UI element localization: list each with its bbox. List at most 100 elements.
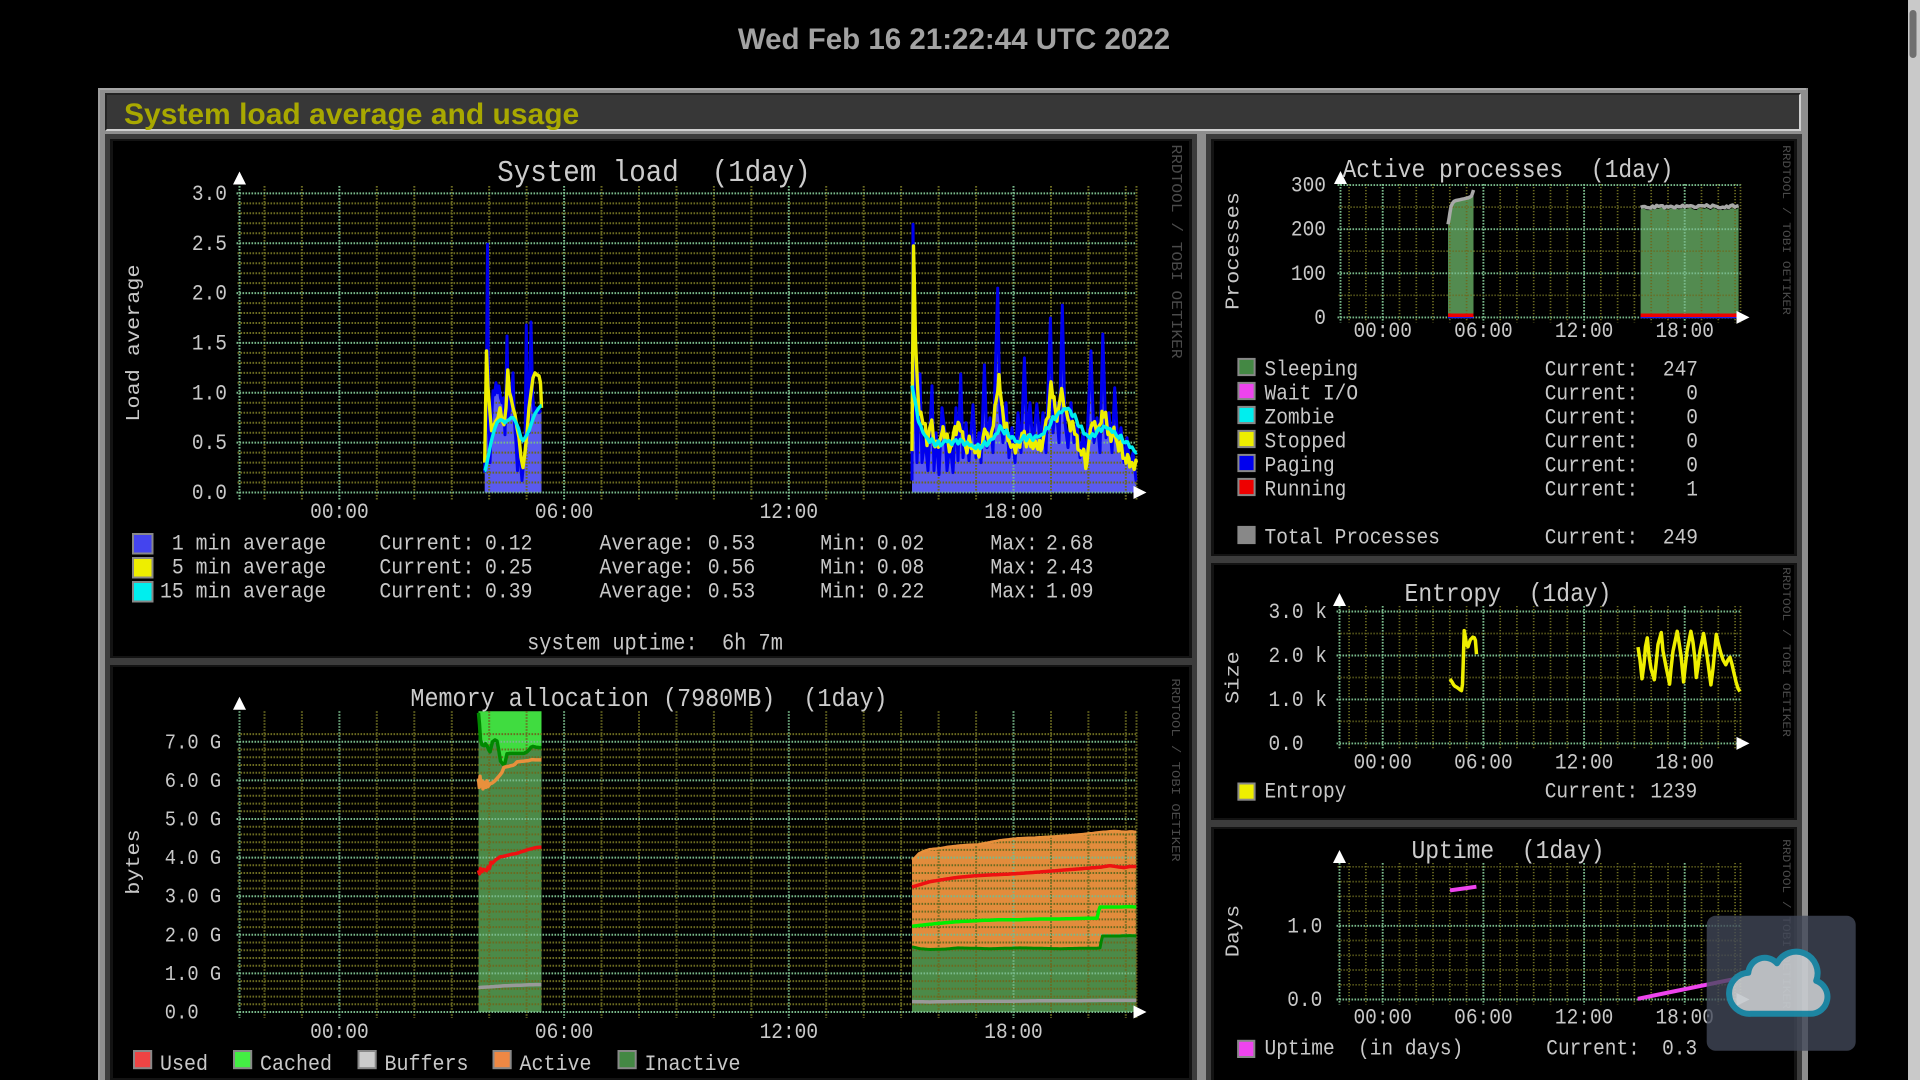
svg-text:Cached: Cached	[260, 1052, 332, 1077]
svg-text:Average:: Average:	[600, 581, 695, 605]
svg-text:249: 249	[1663, 527, 1698, 551]
svg-text:Average:: Average:	[600, 557, 695, 581]
svg-text:06:00: 06:00	[1454, 320, 1512, 344]
svg-text:Total Processes: Total Processes	[1265, 527, 1440, 551]
svg-text:15 min average: 15 min average	[160, 581, 326, 605]
svg-text:0.0: 0.0	[165, 1001, 199, 1025]
svg-text:0.12: 0.12	[485, 533, 533, 557]
svg-text:12:00: 12:00	[1555, 752, 1613, 776]
svg-text:00:00: 00:00	[310, 501, 368, 525]
svg-text:5 min average: 5 min average	[160, 557, 326, 581]
svg-text:System load (1day): System load (1day)	[497, 156, 810, 191]
svg-text:12:00: 12:00	[760, 1021, 818, 1045]
svg-text:Buffers: Buffers	[385, 1052, 469, 1077]
svg-text:Current:: Current:	[1545, 527, 1639, 551]
svg-text:Min:: Min:	[820, 581, 868, 605]
svg-text:00:00: 00:00	[1353, 1006, 1411, 1030]
svg-text:Max:: Max:	[990, 557, 1038, 581]
svg-text:Days: Days	[1223, 905, 1245, 957]
svg-text:18:00: 18:00	[984, 501, 1042, 525]
svg-text:RRDTOOL / TOBI OETIKER: RRDTOOL / TOBI OETIKER	[1167, 144, 1184, 358]
svg-text:bytes: bytes	[124, 829, 146, 894]
svg-text:3.0: 3.0	[192, 183, 227, 207]
svg-text:0.25: 0.25	[485, 557, 533, 581]
svg-text:Average:: Average:	[600, 533, 695, 557]
svg-text:Current:: Current:	[1545, 479, 1639, 503]
svg-text:2.68: 2.68	[1046, 533, 1094, 557]
svg-text:0.0: 0.0	[1269, 733, 1304, 757]
svg-text:0: 0	[1686, 431, 1698, 455]
svg-text:12:00: 12:00	[1555, 1006, 1613, 1030]
svg-text:2.0: 2.0	[192, 283, 227, 307]
svg-text:00:00: 00:00	[310, 1021, 368, 1045]
svg-text:Load average: Load average	[124, 264, 146, 421]
svg-text:0: 0	[1686, 383, 1698, 407]
svg-text:Active processes (1day): Active processes (1day)	[1342, 157, 1673, 185]
svg-text:2.5: 2.5	[192, 233, 227, 257]
svg-text:0.08: 0.08	[877, 557, 925, 581]
svg-text:Current:: Current:	[379, 557, 474, 581]
svg-text:1.0 k: 1.0 k	[1269, 689, 1327, 713]
svg-text:6.0 G: 6.0 G	[165, 769, 221, 793]
svg-text:Current:: Current:	[1545, 781, 1639, 805]
svg-text:0.22: 0.22	[877, 581, 925, 605]
svg-text:Current:: Current:	[1545, 455, 1639, 479]
svg-text:0: 0	[1314, 307, 1326, 331]
svg-text:Current:: Current:	[1545, 383, 1639, 407]
svg-text:0.0: 0.0	[192, 482, 227, 506]
svg-text:Entropy (1day): Entropy (1day)	[1405, 581, 1612, 609]
svg-text:0.39: 0.39	[485, 581, 533, 605]
svg-text:06:00: 06:00	[535, 1021, 593, 1045]
svg-text:Current:: Current:	[1545, 359, 1639, 383]
svg-text:Active: Active	[520, 1052, 592, 1077]
svg-text:Current:: Current:	[1545, 431, 1639, 455]
svg-text:7.0 G: 7.0 G	[165, 730, 221, 754]
svg-text:0.53: 0.53	[708, 581, 756, 605]
svg-text:Min:: Min:	[820, 533, 868, 557]
svg-text:system uptime: 6h 7m: system uptime: 6h 7m	[527, 632, 783, 657]
svg-text:00:00: 00:00	[1353, 752, 1411, 776]
svg-text:Sleeping: Sleeping	[1265, 359, 1359, 383]
svg-text:1 min average: 1 min average	[160, 533, 326, 557]
svg-text:06:00: 06:00	[1454, 752, 1512, 776]
svg-text:Stopped: Stopped	[1265, 431, 1347, 455]
svg-text:12:00: 12:00	[1555, 320, 1613, 344]
svg-text:0.02: 0.02	[877, 533, 925, 557]
svg-text:3.0 k: 3.0 k	[1269, 601, 1327, 625]
svg-text:Max:: Max:	[990, 581, 1038, 605]
svg-text:0.53: 0.53	[708, 533, 756, 557]
svg-text:06:00: 06:00	[535, 501, 593, 525]
svg-text:Paging: Paging	[1265, 455, 1335, 479]
svg-text:200: 200	[1291, 219, 1326, 243]
svg-text:0.5: 0.5	[192, 432, 227, 456]
svg-text:Max:: Max:	[990, 533, 1038, 557]
svg-text:1.0: 1.0	[192, 382, 227, 406]
svg-text:1.5: 1.5	[192, 333, 227, 357]
svg-text:18:00: 18:00	[984, 1021, 1042, 1045]
svg-text:RRDTOOL / TOBI OETIKER: RRDTOOL / TOBI OETIKER	[1779, 145, 1792, 315]
svg-text:2.0 G: 2.0 G	[165, 923, 221, 947]
svg-text:1: 1	[1686, 479, 1698, 503]
svg-text:Used: Used	[160, 1052, 208, 1077]
svg-text:Uptime (in days): Uptime (in days)	[1265, 1038, 1464, 1062]
svg-text:Current:: Current:	[1546, 1038, 1640, 1062]
svg-text:RRDTOOL / TOBI OETIKER: RRDTOOL / TOBI OETIKER	[1168, 678, 1182, 861]
svg-text:247: 247	[1663, 359, 1698, 383]
svg-text:RRDTOOL / TOBI OETIKER: RRDTOOL / TOBI OETIKER	[1779, 567, 1792, 737]
svg-text:300: 300	[1291, 175, 1326, 199]
svg-text:1.0: 1.0	[1287, 915, 1322, 939]
svg-text:0.3: 0.3	[1662, 1038, 1697, 1062]
svg-text:Current:: Current:	[1545, 407, 1639, 431]
svg-text:Current:: Current:	[379, 533, 474, 557]
svg-text:Processes: Processes	[1223, 192, 1245, 310]
svg-text:4.0 G: 4.0 G	[165, 846, 221, 870]
svg-text:06:00: 06:00	[1454, 1006, 1512, 1030]
svg-text:1239: 1239	[1650, 781, 1697, 805]
svg-text:3.0 G: 3.0 G	[165, 885, 221, 909]
svg-text:Uptime (1day): Uptime (1day)	[1411, 838, 1604, 866]
svg-text:Wait I/O: Wait I/O	[1265, 383, 1359, 407]
svg-text:2.43: 2.43	[1046, 557, 1094, 581]
svg-text:0: 0	[1686, 455, 1698, 479]
svg-text:Running: Running	[1265, 479, 1347, 503]
svg-text:Entropy: Entropy	[1265, 781, 1347, 805]
